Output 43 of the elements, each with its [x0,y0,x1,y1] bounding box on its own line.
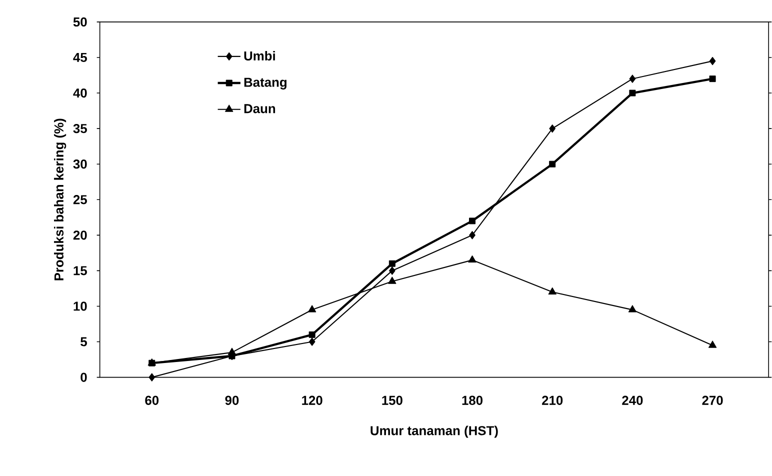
y-tick-label: 30 [73,159,87,169]
x-axis-title: Umur tanaman (HST) [370,426,498,438]
point [629,90,636,96]
legend-label: Daun [244,104,276,114]
y-tick-label: 25 [73,194,87,204]
point [388,266,396,275]
point [549,160,556,168]
point [628,304,637,312]
y-tick-label: 5 [80,337,87,346]
point [629,74,636,83]
point [709,76,716,82]
y-tick-label: 45 [73,52,87,62]
x-tick-label: 210 [542,396,563,405]
point [469,218,476,224]
point [388,276,396,284]
y-tick-label: 35 [73,124,87,134]
y-tick-label: 10 [74,302,87,311]
point [148,373,156,382]
x-tick-label: 270 [702,396,723,405]
point [709,56,716,66]
x-tick-label: 120 [302,396,322,405]
y-tick-label: 0 [80,372,87,382]
point [469,230,476,240]
y-tick-label: 40 [73,88,87,98]
y-tick-label: 50 [73,17,87,26]
point [549,124,556,133]
x-tick-label: 180 [462,396,483,405]
x-tick-label: 150 [382,396,402,405]
point [708,340,717,348]
point [308,337,316,346]
point [548,287,556,294]
y-axis-title: Produksi bahan kering (%) [54,118,66,280]
x-tick-label: 60 [145,396,159,405]
point [468,255,476,262]
x-tick-label: 240 [622,396,643,405]
point [388,260,396,267]
point [308,304,316,312]
x-tick-label: 90 [225,396,239,405]
y-tick-label: 15 [74,266,87,276]
legend-label: Umbi [244,50,275,60]
point [308,331,316,338]
legend-label: Batang [244,78,286,90]
y-tick-label: 20 [73,230,87,240]
